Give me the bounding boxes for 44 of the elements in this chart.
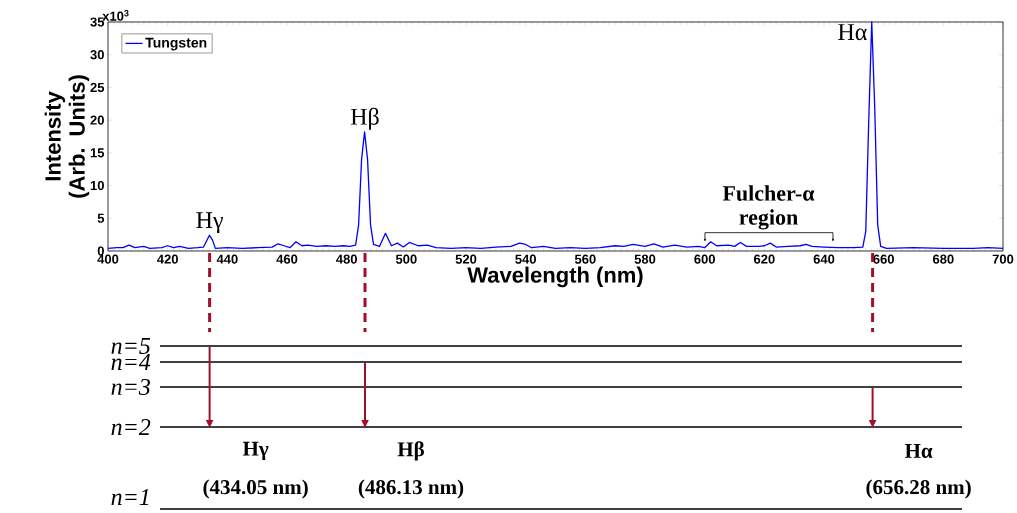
annotation: Hβ [350,107,379,130]
text: (434.05 nm) [203,479,308,499]
text: Hα [904,444,933,458]
x-tick-label: 580 [634,254,656,264]
line-series [107,21,1004,250]
text: Hβ [397,441,424,461]
x-axis-title: Wavelength (nm) [467,266,643,288]
text: n=3 [111,378,150,396]
text: (656.28 nm) [866,479,971,499]
annotation: Fulcher-α region [722,185,815,230]
annotation: Hα [838,24,867,41]
x-tick-label: 480 [336,254,357,264]
text: n=4 [111,354,151,370]
x-tick-label: 640 [813,254,835,264]
x-tick-label: 700 [992,254,1014,264]
text: n=5 [111,338,151,354]
text: x10$^{3}$ [102,9,129,21]
text: n=1 [111,489,149,505]
text: (486.13 nm) [358,479,464,499]
y-tick-label: 30 [90,50,104,60]
y-tick-label: 10 [90,180,104,191]
y-tick-label: 25 [90,82,105,93]
x-tick-label: 600 [694,254,715,264]
y-axis-title: Intensity (Arb. Units) [44,75,90,198]
y-tick-label: 20 [90,115,104,125]
y-tick-label: 35 [90,17,105,27]
text: n=2 [111,419,151,435]
x-tick-label: 500 [395,254,417,264]
x-tick-label: 400 [97,254,119,264]
x-tick-label: 680 [932,254,954,264]
x-tick-label: 520 [455,254,477,264]
text: Hγ [242,441,269,461]
x-tick-label: 460 [276,254,298,264]
x-tick-label: 420 [157,254,178,264]
x-tick-label: 560 [574,254,596,264]
legend-label: Tungsten [145,37,207,51]
y-tick-label: 5 [97,213,105,223]
x-tick-label: 620 [753,254,775,264]
x-tick-label: 540 [515,254,536,264]
annotation: Hγ [196,212,223,234]
y-tick-label: 0 [97,246,104,256]
x-tick-label: 440 [216,254,238,264]
y-tick-label: 15 [90,148,105,158]
x-tick-label: 660 [873,254,894,264]
